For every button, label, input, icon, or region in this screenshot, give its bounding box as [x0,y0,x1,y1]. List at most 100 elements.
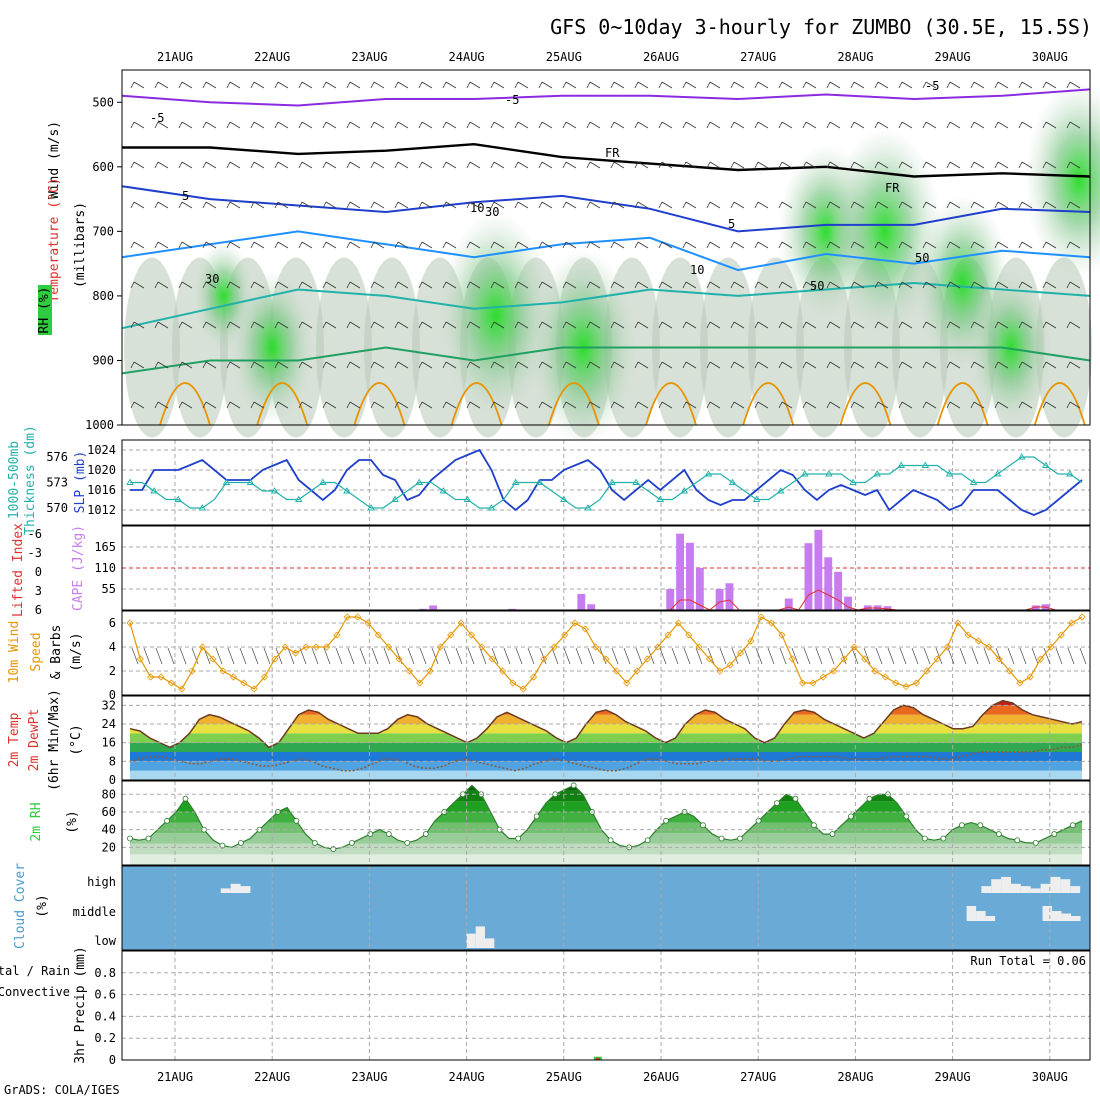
wind-barb [922,201,937,209]
wind-barb [490,281,505,289]
cloud-unit-label: (%) [35,894,50,917]
rh-marker [182,795,189,802]
wind-barb [586,281,601,289]
wind-barb [682,401,697,409]
wind-barb [178,401,193,409]
wind-speed-marker [778,631,786,639]
thickness-tick-570: 570 [46,501,68,515]
wind-barb [346,81,361,89]
wind-barb [298,361,313,369]
cape-bar [883,606,892,610]
temp-unit-label: (°C) [69,724,84,755]
wind-barb [922,121,937,129]
wind-speed-marker [312,643,320,651]
surface-barb [947,647,955,665]
cloud-middle-bar [976,911,986,921]
rh-marker [533,813,540,820]
wind-speed-marker [1006,667,1014,675]
surface-barb [971,647,979,665]
wind-barb [538,361,553,369]
wind-speed-marker [302,643,310,651]
thickness-marker [752,495,761,502]
rh-tick-60: 60 [102,805,116,819]
wind-barb [730,321,745,329]
rh-tick-20: 20 [102,840,116,854]
wind-barb [298,281,313,289]
thickness-marker [704,470,713,477]
rh-marker [977,822,984,829]
surface-barb [431,647,439,665]
wind-barb [442,241,457,249]
wind-barb [586,121,601,129]
thickness-marker [150,487,158,494]
cloud-high-bar [1001,876,1011,893]
minmax-axis-label: (6hr Min/Max) [47,689,62,791]
cloud-low-bar [466,933,476,948]
wind-barb [730,81,745,89]
wind-barb [826,361,841,369]
wind-barb [442,361,457,369]
wind-barb [610,241,625,249]
rh-marker [774,800,780,807]
surface-barb [455,647,463,665]
wind-speed-marker [633,667,641,675]
wind-barb [514,321,529,329]
surface-barb [887,647,895,665]
surface-barb [1031,647,1039,665]
wind-barb [1018,121,1033,129]
contour-label-5: 5 [182,189,189,203]
wind-barb [658,321,673,329]
wind-speed-marker [498,667,507,675]
upper-air-frame [121,69,1091,426]
cloud-middle-bar [966,906,977,921]
wind-barb [418,321,433,329]
wind-barb [538,241,553,249]
surface-barb [851,647,859,665]
wind-barb [946,361,961,369]
surface-barb [503,647,511,665]
wind-barb [946,201,961,209]
wind-barb [754,201,769,209]
warm-contour [256,382,309,426]
wind-barb [706,161,721,169]
slp-axis-label: SLP (mb) [73,451,88,514]
wind-barb [442,81,457,89]
wind-barb [658,81,673,89]
thickness-marker [849,478,857,485]
surface-barb [863,647,871,665]
rh-marker [1032,839,1039,846]
wind-barb [154,241,169,249]
wind-speed-marker [1078,613,1086,621]
wind-barb [514,241,529,249]
surface-barb [227,647,235,665]
ytick-label-500: 500 [92,95,114,109]
wind-barb [898,161,913,169]
wind-speed-marker [643,655,651,663]
wind-barb [586,361,601,369]
wind-speed-marker [623,679,631,687]
wind-speed-marker [540,655,548,663]
wind-barb [466,321,481,329]
cape-tick-110: 110 [94,561,116,575]
rh-marker [644,837,651,844]
ytick-label-800: 800 [92,289,114,303]
wind-barb [346,121,361,129]
wind-barb [346,281,361,289]
wind-barb [850,241,865,249]
wind-barb [634,401,649,409]
wind-barb [298,161,313,169]
wind-barb [442,201,457,209]
wind-barb [202,241,217,249]
wind-barb [418,81,433,89]
wind-speed-marker [467,631,476,639]
cape-frame [121,525,1091,611]
wind-speed-marker [250,685,258,693]
wind-barb [538,121,553,129]
surface-barb [707,647,715,665]
wind-barb [178,321,193,329]
wind-barb [466,81,481,89]
wind-barb [730,361,745,369]
wind-barb [154,401,169,409]
wind-barb [322,401,337,409]
wind-barb [298,401,313,409]
